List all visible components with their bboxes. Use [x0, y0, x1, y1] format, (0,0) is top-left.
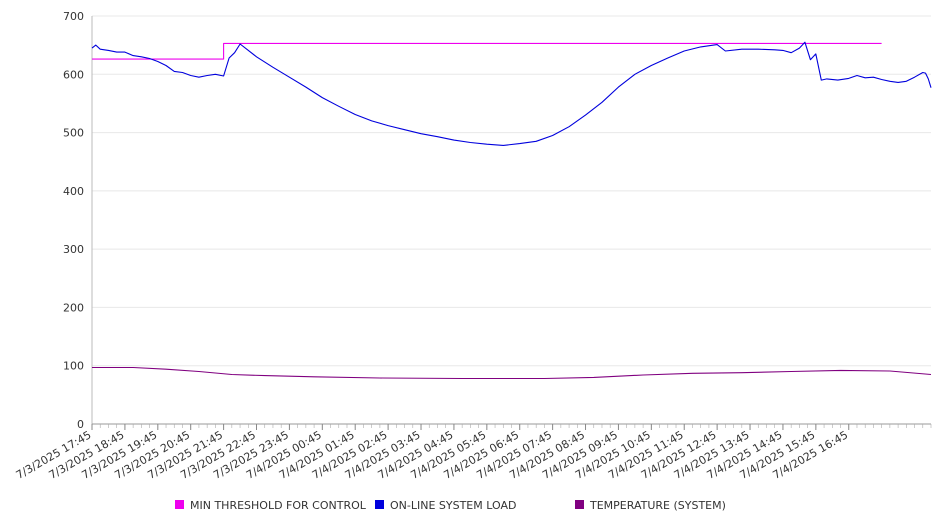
series-line-1: [92, 42, 882, 60]
y-tick-label: 500: [63, 127, 84, 140]
legend-label: MIN THRESHOLD FOR CONTROL: [190, 499, 367, 512]
series-line-3: [92, 366, 932, 380]
y-tick-label: 400: [63, 185, 84, 198]
legend-label: ON-LINE SYSTEM LOAD: [390, 499, 516, 512]
series-group: [91, 41, 932, 380]
y-axis: 0 100 200 300 400 500 600 700: [63, 10, 84, 431]
legend-swatch: [575, 500, 584, 509]
legend-label: TEMPERATURE (SYSTEM): [589, 499, 726, 512]
legend-swatch: [375, 500, 384, 509]
legend: MIN THRESHOLD FOR CONTROL ON-LINE SYSTEM …: [175, 499, 726, 512]
y-tick-label: 300: [63, 243, 84, 256]
y-tick-label: 700: [63, 10, 84, 23]
y-tick-label: 100: [63, 360, 84, 373]
y-tick-label: 0: [77, 418, 84, 431]
grid: [92, 15, 931, 425]
series-line-2: [91, 41, 932, 146]
y-tick-label: 200: [63, 301, 84, 314]
legend-swatch: [175, 500, 184, 509]
y-tick-label: 600: [63, 68, 84, 81]
